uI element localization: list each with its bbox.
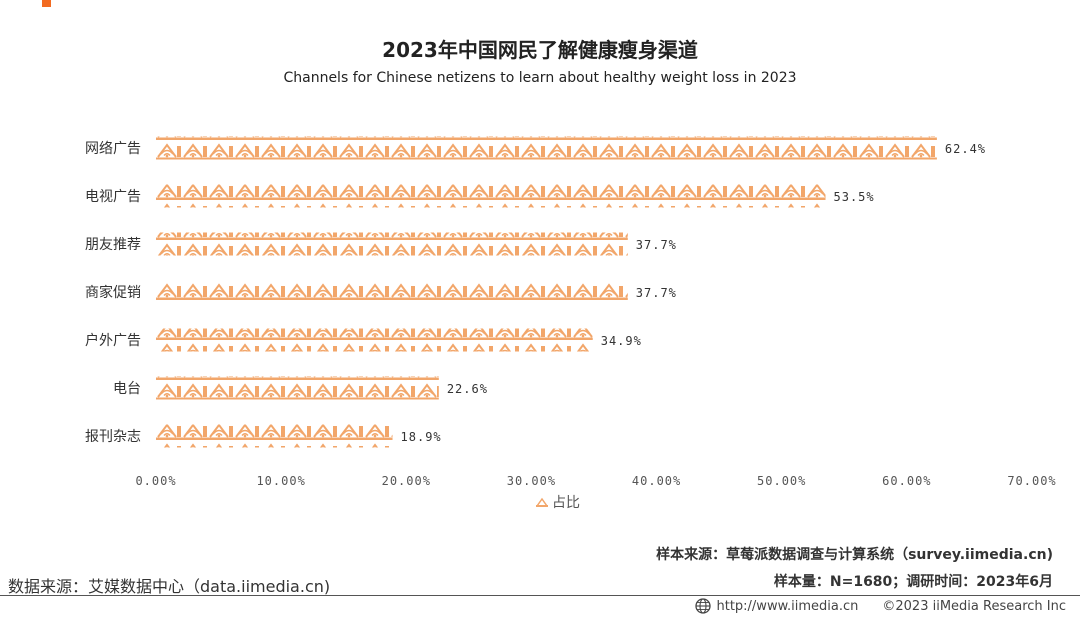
value-label: 62.4%: [945, 142, 986, 156]
chart-subtitle: Channels for Chinese netizens to learn a…: [283, 70, 797, 86]
category-label: 报刊杂志: [85, 429, 141, 445]
bar: [156, 136, 937, 160]
x-tick-label: 50.00%: [757, 474, 806, 488]
legend-label: 占比: [552, 495, 580, 511]
value-label: 34.9%: [601, 334, 642, 348]
bar: [156, 280, 628, 304]
bar-chart: 网络广告 62.4% 电视广告 53.5% 朋友推荐 37.7% 商家促销 37.7% 户外广告…: [85, 136, 1056, 488]
x-tick-label: 20.00%: [382, 474, 431, 488]
value-label: 53.5%: [834, 190, 875, 204]
footer-url[interactable]: http://www.iimedia.cn: [716, 598, 859, 614]
category-label: 朋友推荐: [85, 237, 141, 253]
corner-accent: [42, 0, 51, 7]
sample-source: 样本来源：草莓派数据调查与计算系统（survey.iimedia.cn): [656, 547, 1053, 563]
category-label: 户外广告: [85, 332, 141, 349]
category-label: 网络广告: [85, 141, 141, 157]
x-tick-label: 10.00%: [256, 474, 305, 488]
x-tick-label: 70.00%: [1007, 474, 1056, 488]
legend-wifi-icon: [536, 497, 548, 507]
chart-legend: 占比: [536, 492, 580, 512]
bar: [156, 184, 826, 208]
footer-divider: [0, 595, 1080, 596]
sample-size: 样本量：N=1680；调研时间：2023年6月: [773, 574, 1053, 590]
globe-icon: [695, 598, 712, 614]
value-label: 37.7%: [636, 238, 677, 252]
value-label: 22.6%: [447, 382, 488, 396]
category-label: 电视广告: [85, 189, 141, 205]
category-label: 电台: [113, 381, 141, 397]
category-label: 商家促销: [85, 284, 141, 301]
x-tick-label: 0.00%: [135, 474, 176, 488]
value-label: 18.9%: [401, 430, 442, 444]
bar: [156, 328, 593, 352]
footer-copyright: ©2023 iiMedia Research Inc: [882, 598, 1066, 614]
chart-title: 2023年中国网民了解健康瘦身渠道: [382, 38, 698, 62]
x-tick-label: 30.00%: [507, 474, 556, 488]
data-source: 数据来源：艾媒数据中心（data.iimedia.cn): [8, 577, 331, 596]
x-tick-label: 60.00%: [882, 474, 931, 488]
bar: [156, 376, 439, 400]
bar: [156, 232, 628, 256]
footer: http://www.iimedia.cn ©2023 iiMedia Rese…: [695, 598, 1066, 614]
x-tick-label: 40.00%: [632, 474, 681, 488]
bar: [156, 424, 393, 448]
value-label: 37.7%: [636, 286, 677, 300]
